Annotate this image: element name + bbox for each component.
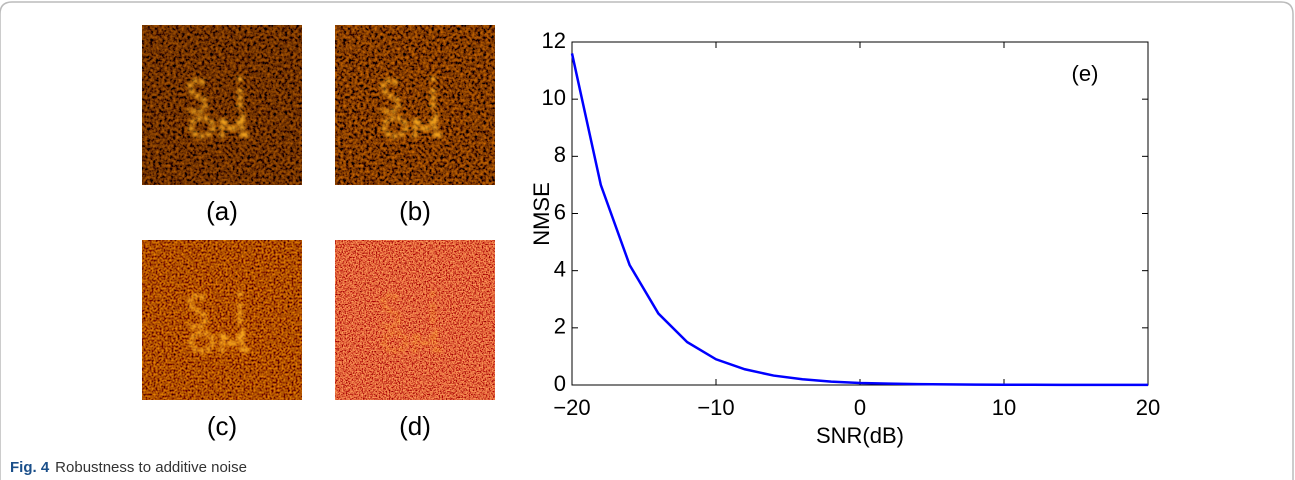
caption-text: Robustness to additive noise bbox=[55, 459, 247, 476]
caption: Fig. 4 Robustness to additive noise bbox=[10, 459, 247, 476]
x-tick-label: 0 bbox=[854, 395, 866, 420]
panel-label: (c) bbox=[207, 411, 237, 441]
data-line bbox=[570, 53, 1149, 387]
caption-label: Fig. 4 bbox=[10, 459, 50, 476]
x-axis-label: SNR(dB) bbox=[816, 423, 904, 448]
x-tick-label: −10 bbox=[697, 395, 734, 420]
x-tick-label: −20 bbox=[553, 395, 590, 420]
image-d bbox=[335, 240, 495, 400]
y-tick-label: 10 bbox=[542, 85, 566, 110]
x-tick-label: 10 bbox=[992, 395, 1016, 420]
y-tick-label: 12 bbox=[542, 28, 566, 53]
y-axis-label: NMSE bbox=[529, 182, 554, 246]
panel-label: (a) bbox=[206, 196, 238, 226]
y-tick-label: 4 bbox=[554, 256, 566, 281]
image-a bbox=[142, 25, 302, 185]
chart: (e) SNR(dB) NMSE 0 2 4 6 8 10 12 −20 −10 0 10 20 bbox=[529, 28, 1160, 448]
image-b bbox=[335, 25, 495, 185]
x-tick-label: 20 bbox=[1136, 395, 1160, 420]
plot-frame bbox=[571, 41, 1149, 386]
y-tick-label: 2 bbox=[554, 314, 566, 339]
image-c bbox=[142, 240, 302, 400]
y-tick-label: 8 bbox=[554, 142, 566, 167]
y-tick-label: 6 bbox=[554, 199, 566, 224]
y-tick-label: 0 bbox=[554, 371, 566, 396]
panel-label: (b) bbox=[399, 196, 431, 226]
annotation: (e) bbox=[1072, 61, 1099, 86]
panel-label: (d) bbox=[399, 411, 431, 441]
